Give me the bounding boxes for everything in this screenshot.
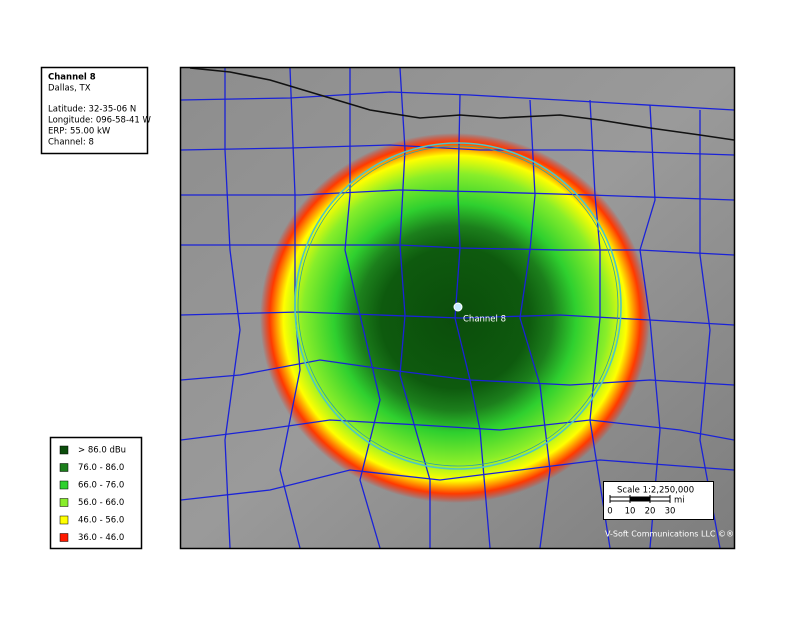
scale-tick-label: 10: [625, 507, 636, 517]
scale-tick-label: 20: [645, 507, 656, 517]
info-line: ERP: 55.00 kW: [48, 127, 111, 137]
legend-label: 76.0 - 86.0: [78, 463, 124, 473]
legend-label: 36.0 - 46.0: [78, 533, 124, 543]
info-line: Channel: 8: [48, 138, 94, 148]
legend-frame: [49, 436, 143, 550]
scale-title: Scale 1:2,250,000: [617, 486, 694, 496]
scale-unit: mi: [674, 496, 685, 506]
legend: > 86.0 dBu 76.0 - 86.0 66.0 - 76.0 56.0 - 6…: [49, 436, 143, 550]
credit: V-Soft Communications LLC ©®: [605, 530, 734, 539]
scale-tick-label: 30: [665, 507, 676, 517]
map-frame: [179, 66, 736, 550]
legend-swatch: [59, 533, 69, 542]
info-line: Longitude: 096-58-41 W: [48, 116, 152, 126]
legend-swatch: [59, 480, 69, 490]
legend-label: 56.0 - 66.0: [78, 498, 124, 508]
station-label: Channel 8: [463, 315, 506, 325]
info-line: Latitude: 32-35-06 N: [48, 105, 136, 115]
legend-swatch: [59, 498, 69, 507]
info-title: Channel 8: [48, 73, 96, 83]
legend-swatch: [59, 445, 69, 455]
state-border: [189, 68, 734, 141]
info-frame: [40, 66, 149, 155]
legend-label: 66.0 - 76.0: [78, 481, 124, 491]
scale-tick-label: 0: [607, 507, 612, 517]
scale-bar: Scale 1:2,250,000 mi 0 10 20 30: [603, 481, 714, 520]
legend-label: 46.0 - 56.0: [78, 516, 124, 526]
legend-swatch: [59, 515, 69, 525]
map: Channel 8 V-Soft Communications LLC ©®: [181, 68, 734, 548]
legend-swatch: [59, 463, 69, 472]
coverage-circle: [294, 142, 622, 470]
scale-bar-fill: [630, 497, 650, 501]
station-marker: [453, 302, 463, 312]
info-box: Channel 8 Dallas, TX Latitude: 32-35-06 …: [40, 66, 152, 155]
info-city: Dallas, TX: [48, 84, 91, 94]
county-lines: [181, 68, 734, 548]
legend-label: > 86.0 dBu: [78, 446, 126, 456]
coverage-circle: [297, 145, 619, 467]
